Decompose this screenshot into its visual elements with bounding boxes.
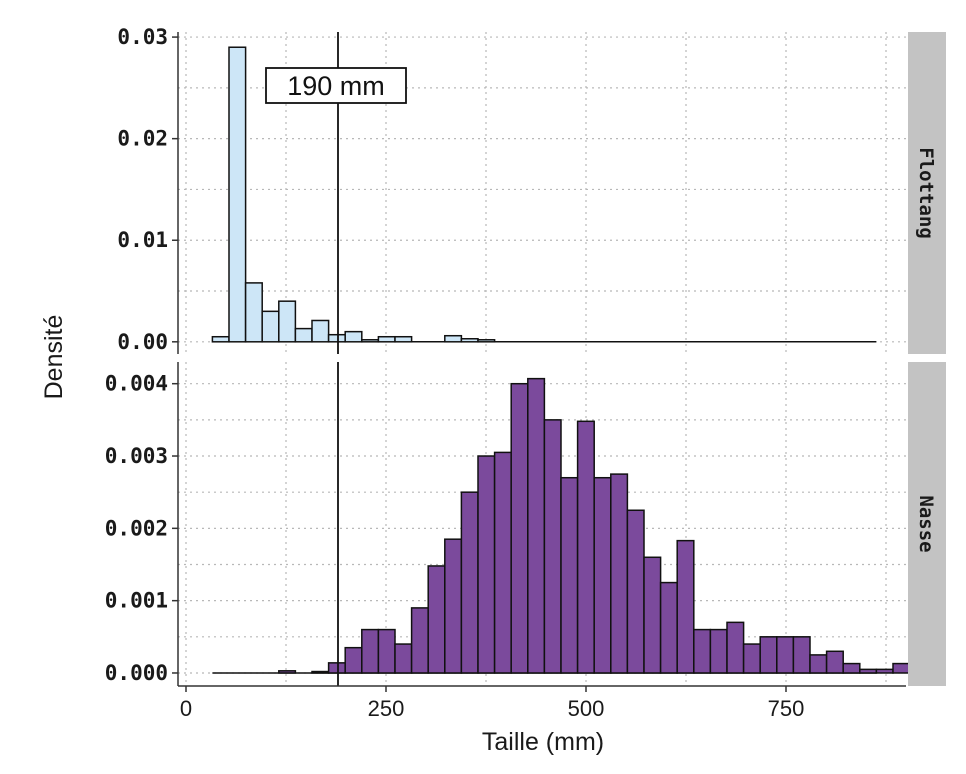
histogram-bar (211, 335, 230, 343)
panel-nasse: 0.000 0.001 0.002 0.003 0.004 Nasse (105, 362, 946, 686)
y-tick-label: 0.03 (117, 25, 168, 49)
histogram-bar (776, 636, 795, 674)
y-tick-label: 0.001 (105, 589, 168, 613)
histogram-bar (859, 668, 878, 674)
y-tick-label: 0.004 (105, 372, 168, 396)
histogram-bar (626, 509, 645, 674)
y-tick-label: 0.003 (105, 444, 168, 468)
facet-strip-label: Nasse (915, 495, 937, 552)
histogram-bar (676, 539, 695, 674)
histogram-bar (427, 565, 446, 674)
histogram-bar (527, 377, 546, 674)
histogram-bar (278, 300, 297, 343)
histogram-bar (825, 650, 844, 674)
histogram-bar (361, 628, 380, 674)
histogram-bar (659, 581, 678, 674)
histogram-bar (361, 339, 380, 343)
facet-strip (908, 362, 946, 686)
histogram-bar (228, 46, 247, 343)
x-tick-label: 250 (368, 696, 405, 721)
histogram-bar (377, 628, 396, 674)
histogram-bar (477, 455, 496, 674)
histogram-bar (327, 662, 346, 674)
histogram-bar (311, 670, 330, 674)
x-tick-label: 0 (180, 696, 192, 721)
histogram-bar (460, 491, 479, 674)
y-tick-label: 0.02 (117, 127, 168, 151)
histogram-bar (327, 333, 346, 343)
histogram-bar (693, 628, 712, 674)
histogram-bar (444, 538, 463, 674)
histogram-bar (809, 654, 828, 674)
y-tick-label: 0.002 (105, 516, 168, 540)
facet-strip-label: Flottang (915, 147, 937, 239)
x-axis-title: Taille (mm) (482, 728, 604, 756)
histogram-bar (261, 310, 280, 343)
y-axis-title: Densité (40, 315, 68, 400)
panel-flottang: 0.00 0.01 0.02 0.03 Flottang (117, 25, 946, 354)
histogram-bar (892, 662, 911, 674)
histogram-bar (444, 334, 463, 343)
y-tick-label: 0.000 (105, 661, 168, 685)
x-tick-label: 500 (568, 696, 605, 721)
annotation-label: 190 mm (287, 71, 385, 101)
histogram-bar (344, 646, 363, 674)
histogram-bar (593, 476, 612, 674)
histogram-bar (643, 556, 662, 674)
histogram-bar (493, 451, 512, 674)
histogram-bar (510, 382, 529, 674)
histogram-bar (709, 628, 728, 674)
histogram-bar (726, 621, 745, 674)
histogram-bar (742, 643, 761, 674)
histogram-bar (278, 670, 297, 674)
histogram-bar (842, 662, 861, 674)
histogram-bar (244, 282, 263, 343)
histogram-bar (477, 339, 496, 343)
facet-strip (908, 32, 946, 354)
x-tick-label: 750 (768, 696, 805, 721)
histogram-bar (294, 327, 313, 343)
histogram-bar (610, 473, 629, 674)
histogram-bar (344, 330, 363, 343)
histogram-bar (311, 319, 330, 343)
histogram-bar (759, 636, 778, 674)
histogram-bar (543, 419, 562, 674)
histogram-bar (394, 643, 413, 674)
annotation-190mm: 190 mm (265, 67, 407, 104)
histogram-bar (576, 420, 595, 674)
histogram-bar (560, 476, 579, 674)
histogram-bar (377, 335, 396, 343)
y-tick-label: 0.01 (117, 228, 168, 252)
histogram-bar (394, 335, 413, 343)
histogram-bar (792, 636, 811, 674)
histogram-bar (410, 607, 429, 674)
annotation-box (265, 67, 407, 104)
histogram-bar (875, 668, 894, 674)
y-tick-label: 0.00 (117, 330, 168, 354)
histogram-bar (460, 338, 479, 343)
